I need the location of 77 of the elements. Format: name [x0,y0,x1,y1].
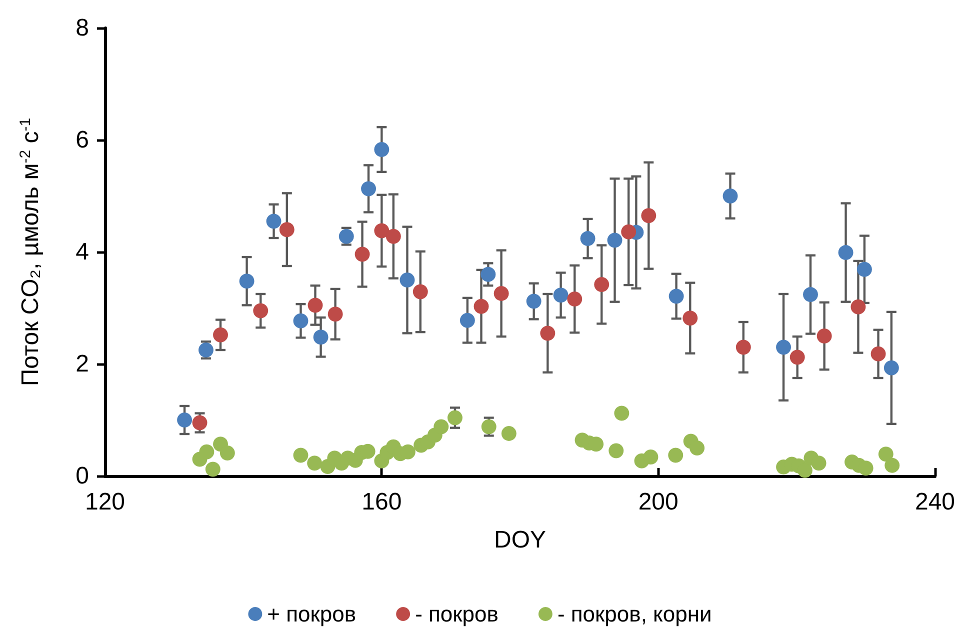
legend-label: - покров [415,602,498,626]
point [850,299,866,314]
legend-label: + покров [267,602,356,626]
point [400,272,415,288]
point [213,327,228,342]
point [884,360,899,376]
point [856,262,872,277]
point [797,462,812,478]
point [668,448,684,463]
point [307,456,322,471]
point [386,228,401,244]
point [816,328,832,344]
point [328,306,343,322]
point [776,340,792,355]
point [722,188,738,204]
point [412,284,428,300]
point [811,456,826,471]
point [481,419,496,434]
point [361,181,376,196]
point [279,222,294,238]
point [614,406,630,421]
legend-label: - покров, корни [557,602,712,626]
point [668,288,684,304]
x-tick-label: 160 [362,488,402,516]
point [308,298,323,313]
point [682,310,698,326]
point [239,274,254,289]
point [690,440,705,456]
point [884,458,900,473]
point [313,330,328,345]
y-axis-title: Поток CO₂, µмоль м-2 с-1 [17,118,44,386]
y-tick-label: 2 [76,350,89,378]
point [434,419,449,434]
point [374,223,390,238]
point [607,232,622,248]
y-tick-label: 4 [76,238,89,266]
y-tick-label: 6 [76,126,89,154]
point [460,312,475,328]
point [608,443,624,458]
point [838,245,854,260]
point [553,288,568,303]
point [858,460,874,476]
point [205,462,220,477]
point [448,410,462,426]
point [177,412,192,428]
point [354,246,370,262]
x-axis-title: DOY [494,526,546,554]
point [374,142,390,158]
point [266,214,282,229]
y-tick-label: 8 [76,14,89,42]
point [199,444,214,460]
point [790,350,805,365]
point [878,446,894,462]
point [540,326,556,341]
point [736,340,751,355]
point [220,446,235,461]
x-tick-label: 120 [84,488,126,516]
x-tick-label: 240 [914,488,956,516]
point [580,231,596,246]
point [621,224,636,240]
point [641,208,656,224]
point [192,415,208,430]
point [474,298,489,314]
point [803,287,818,302]
point [526,294,542,309]
point [494,286,509,301]
point [567,292,582,307]
point [293,313,308,328]
x-tick-label: 200 [638,488,678,516]
point [480,266,496,282]
point [643,449,658,464]
point [501,426,516,441]
point [293,448,308,463]
point [594,276,610,292]
y-tick-label: 0 [76,462,89,490]
point [253,303,268,318]
point [870,346,886,362]
